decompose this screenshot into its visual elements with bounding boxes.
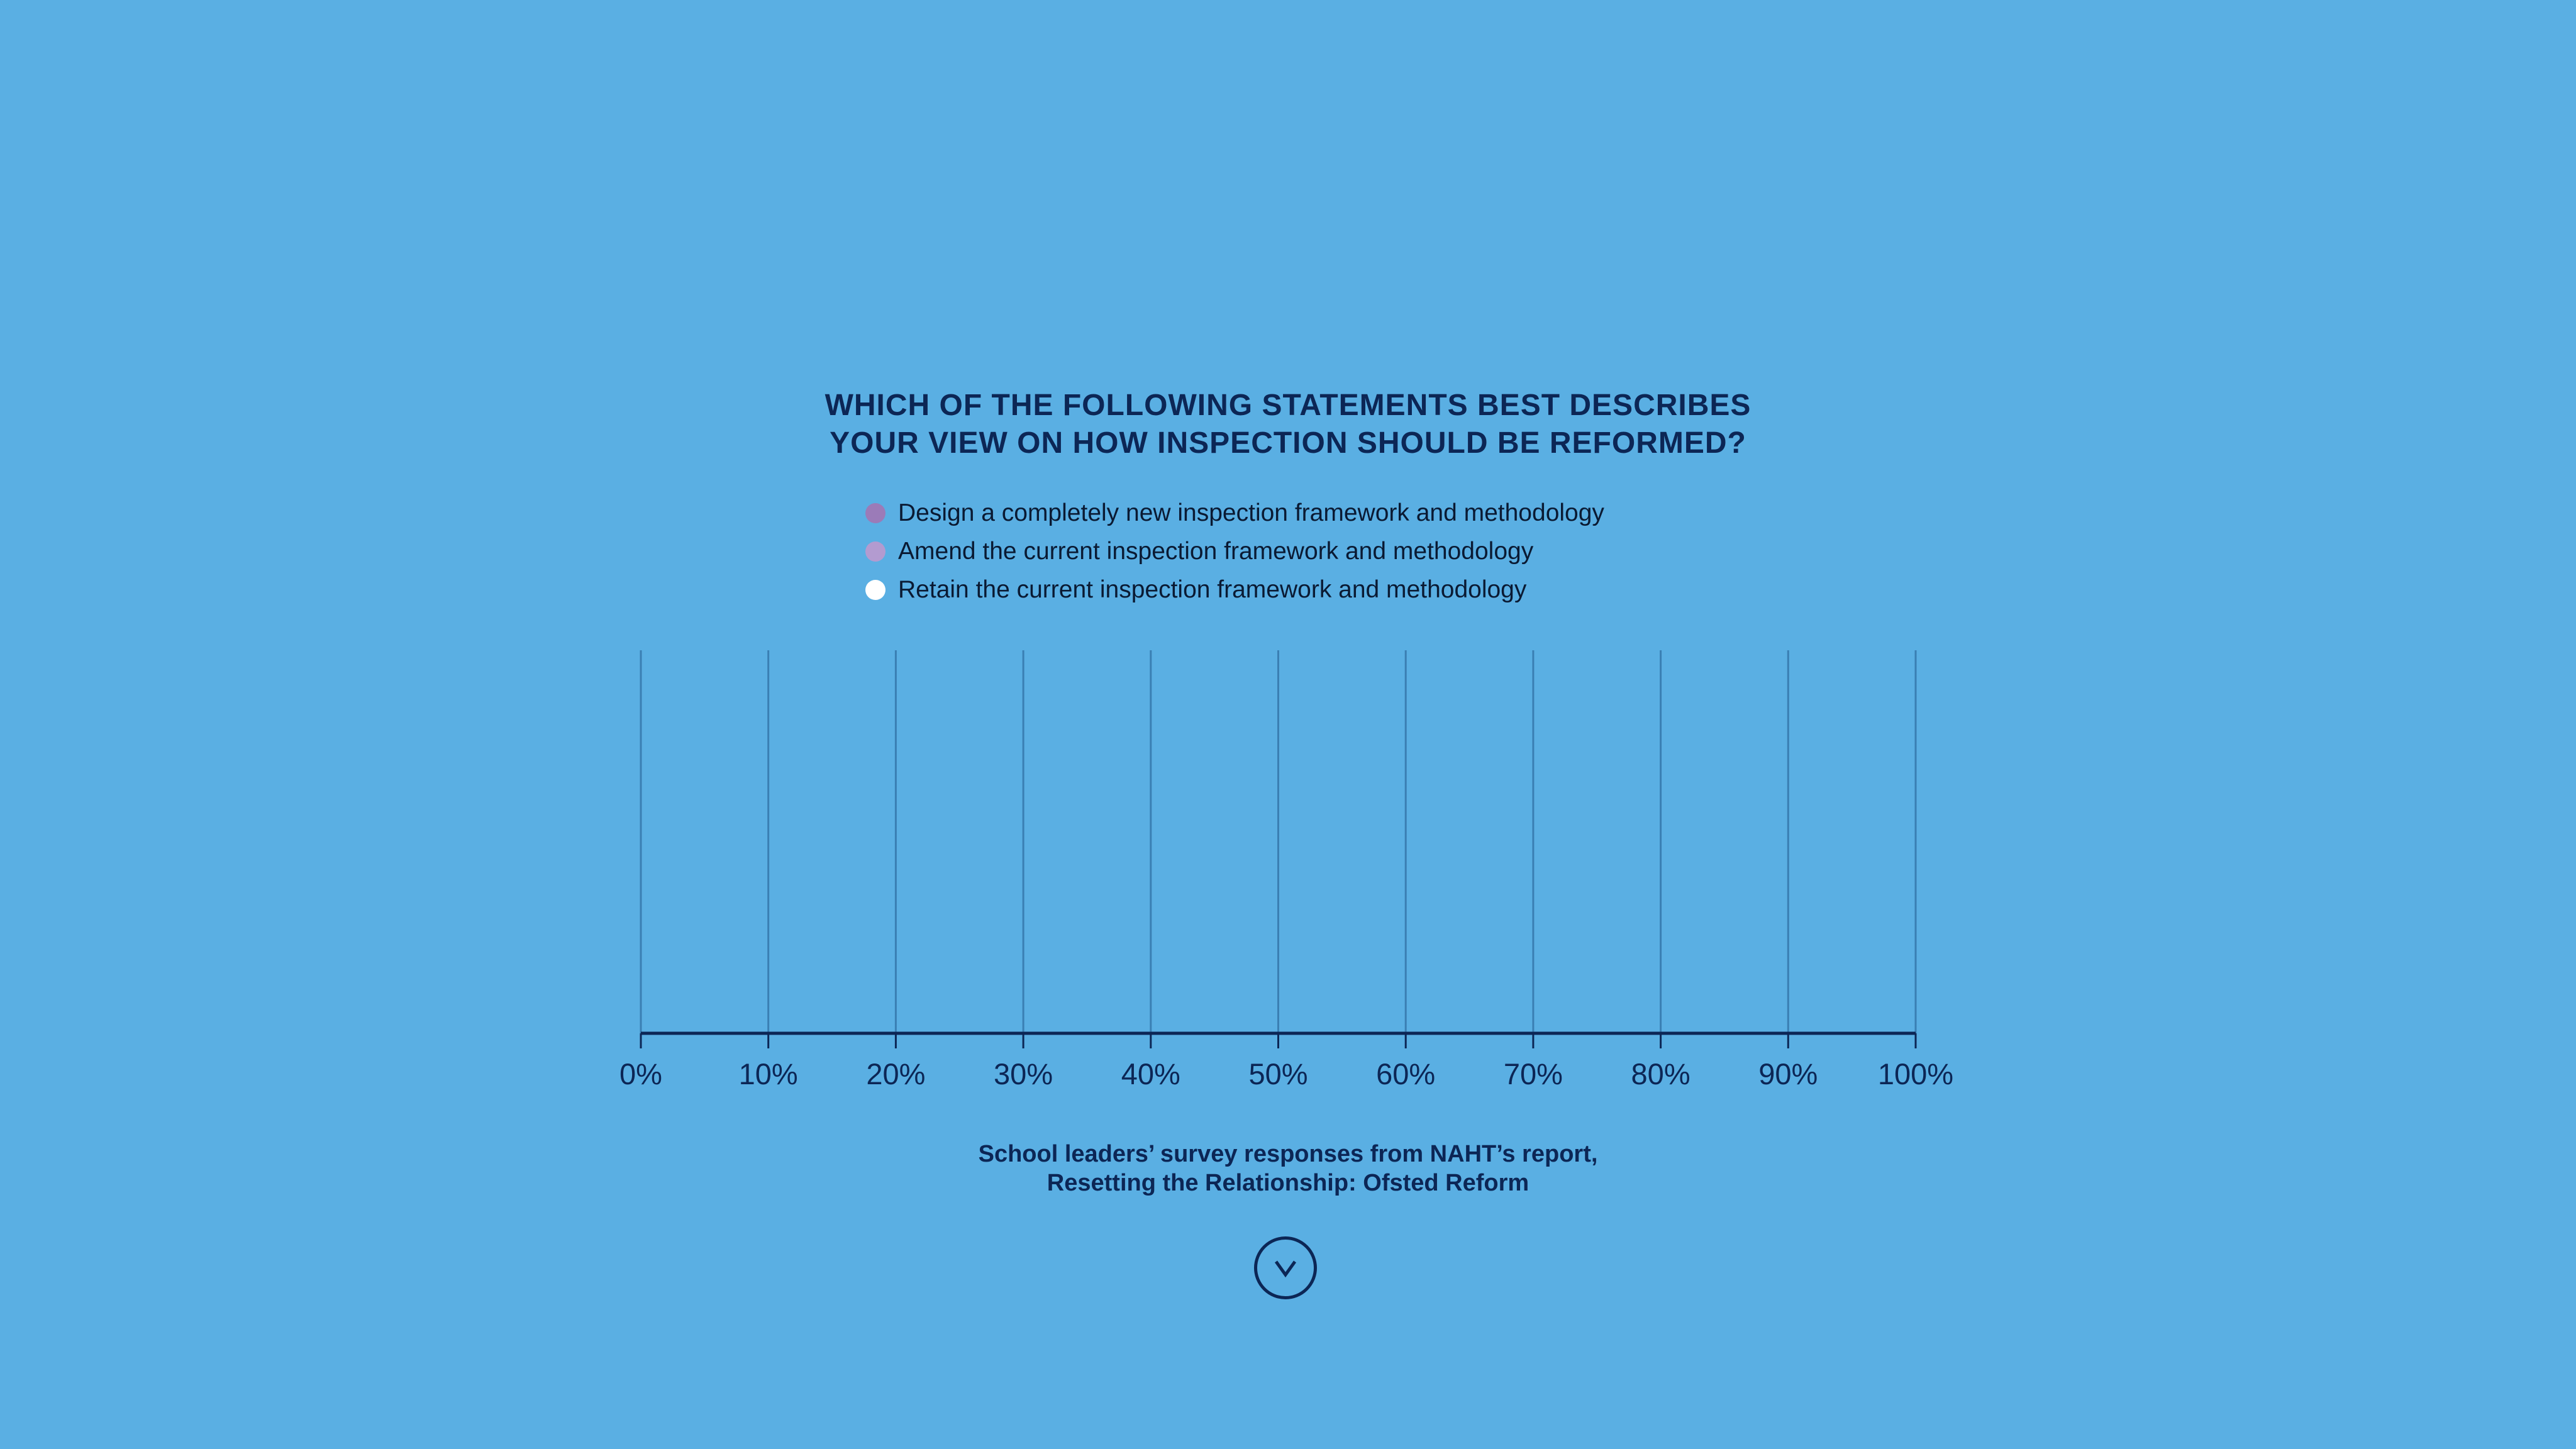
x-tick-label: 70% — [1504, 1057, 1563, 1091]
x-tick-label: 20% — [866, 1057, 925, 1091]
chevron-down-icon — [1274, 1260, 1297, 1278]
chart-title: WHICH OF THE FOLLOWING STATEMENTS BEST D… — [0, 387, 2576, 462]
legend-swatch — [865, 502, 886, 523]
x-tick-label: 50% — [1248, 1057, 1307, 1091]
legend-item-retain: Retain the current inspection framework … — [865, 570, 1604, 609]
caption-line: Resetting the Relationship: Ofsted Refor… — [1046, 1170, 1530, 1196]
x-tick-label: 60% — [1376, 1057, 1435, 1091]
chart-caption: School leaders’ survey responses from NA… — [0, 1140, 2576, 1197]
legend: Design a completely new inspection frame… — [865, 494, 1604, 609]
legend-label: Retain the current inspection framework … — [898, 575, 1527, 603]
legend-label: Amend the current inspection framework a… — [898, 537, 1534, 565]
legend-item-new: Design a completely new inspection frame… — [865, 494, 1604, 532]
caption-line: School leaders’ survey responses from NA… — [978, 1141, 1598, 1167]
x-tick-label: 90% — [1758, 1057, 1818, 1091]
x-tick-label: 80% — [1631, 1057, 1690, 1091]
x-tick-label: 10% — [739, 1057, 798, 1091]
legend-item-amend: Amend the current inspection framework a… — [865, 532, 1604, 570]
chart-title-line: YOUR VIEW ON HOW INSPECTION SHOULD BE RE… — [830, 426, 1746, 460]
x-tick-label: 30% — [994, 1057, 1053, 1091]
x-tick-label: 40% — [1121, 1057, 1180, 1091]
scroll-down-button[interactable] — [1254, 1236, 1317, 1299]
x-tick-label: 100% — [1878, 1057, 1953, 1091]
legend-swatch — [865, 579, 886, 600]
legend-label: Design a completely new inspection frame… — [898, 499, 1604, 526]
chart-title-line: WHICH OF THE FOLLOWING STATEMENTS BEST D… — [824, 389, 1752, 422]
legend-swatch — [865, 541, 886, 562]
x-tick-label: 0% — [619, 1057, 662, 1091]
